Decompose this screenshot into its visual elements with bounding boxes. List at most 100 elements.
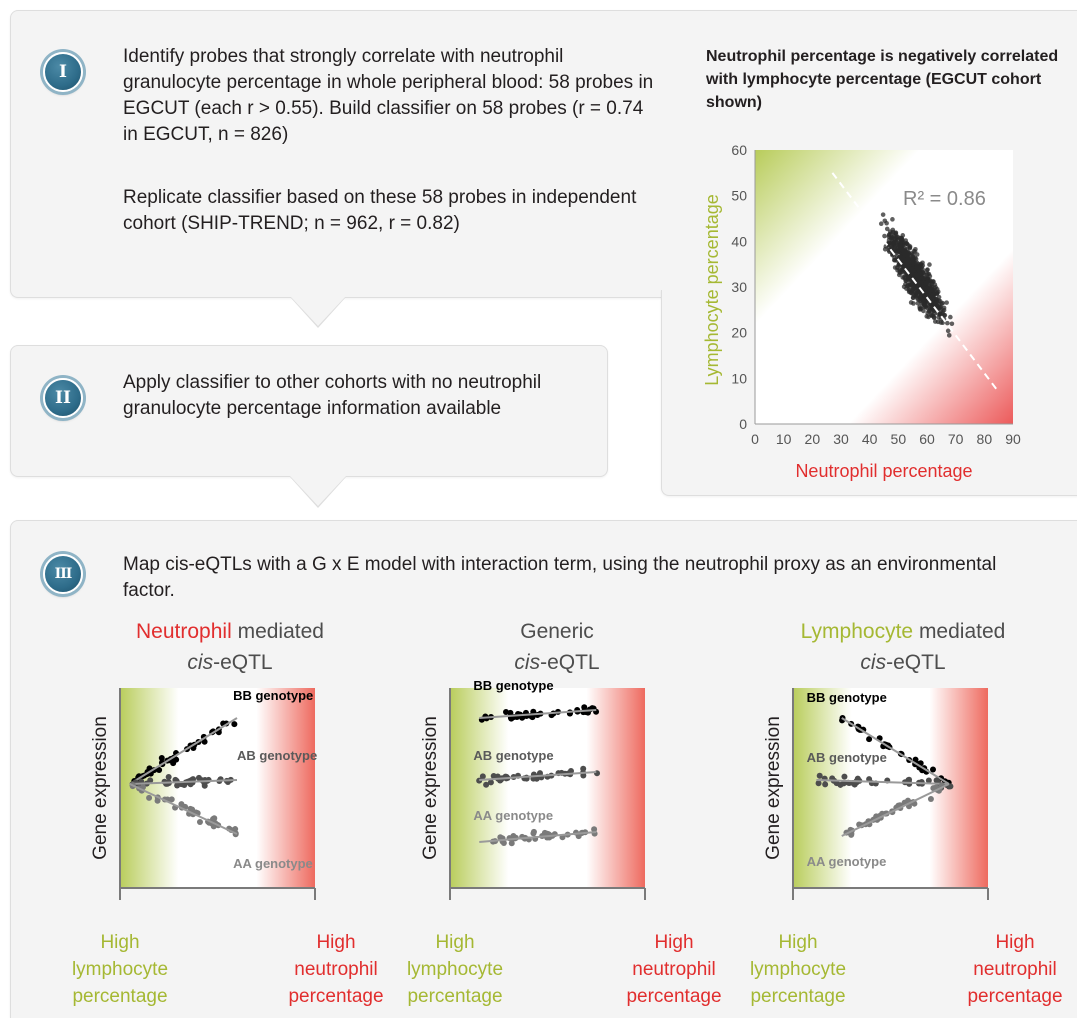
genotype-label: AA genotype: [233, 856, 313, 871]
genotype-point: [591, 826, 598, 833]
genotype-point: [581, 704, 588, 711]
genotype-point: [502, 708, 509, 715]
genotype-trend-line: [479, 709, 597, 719]
scatter-point: [945, 328, 951, 334]
mechanism-title-lymphocyte: Lymphocyte mediated cis-eQTL: [800, 620, 1006, 674]
y-axis-label: Gene expression: [763, 716, 784, 860]
scatter-point: [915, 290, 921, 295]
genotype-trend-line: [841, 717, 950, 785]
scatter-point: [907, 244, 913, 249]
y-axis-label: Gene expression: [90, 716, 111, 860]
genotype-point: [168, 796, 175, 803]
genotype-point: [487, 779, 494, 786]
scatter-point: [930, 305, 935, 310]
genotype-point: [816, 772, 823, 779]
gradient-background: [793, 688, 988, 888]
arrow-down-2-fill: [290, 476, 346, 506]
x-axis-label: Neutrophil percentage: [795, 461, 972, 481]
x-tick-label: 10: [776, 431, 792, 447]
scatter-point: [944, 300, 949, 305]
r-squared-annotation: R² = 0.86: [903, 188, 986, 210]
scatter-point: [925, 306, 930, 311]
scatter-point: [890, 227, 896, 233]
scatter-point: [889, 245, 894, 251]
scatter-point: [938, 308, 944, 313]
genotype-point: [580, 772, 587, 779]
genotype-trend-line: [479, 831, 597, 843]
genotype-trend-line: [129, 783, 238, 835]
y-tick-label: 60: [731, 142, 747, 158]
genotype-label: AA genotype: [473, 808, 553, 823]
scatter-point: [924, 267, 930, 273]
x-tick-label: 20: [805, 431, 821, 447]
scatter-point: [940, 320, 945, 326]
genotype-point: [840, 780, 847, 787]
y-tick-label: 0: [739, 416, 747, 432]
genotype-trend-line: [479, 771, 597, 781]
scatter-point: [921, 271, 926, 276]
lymphocyte-mediated-plot: Gene expression BB genotype AB genotype AA …: [763, 688, 989, 900]
genotype-label: AA genotype: [807, 854, 887, 869]
y-tick-label: 40: [731, 233, 747, 249]
scatter-background: [755, 150, 1013, 424]
scatter-point: [895, 237, 900, 243]
scatter-point: [908, 290, 914, 296]
genotype-point: [154, 797, 161, 804]
axis-end-neutrophil-3: High neutrophil percentage: [967, 932, 1063, 1007]
scatter-point: [945, 320, 950, 326]
axis-end-lymphocyte-1: High lymphocyte percentage: [71, 932, 169, 1007]
x-tick-label: 30: [833, 431, 849, 447]
genotype-point: [930, 766, 937, 773]
step-2-badge: II: [43, 378, 83, 418]
scatter-point: [914, 273, 920, 279]
scatter-point: [892, 265, 898, 270]
genotype-point: [196, 818, 203, 825]
step-3-badge: III: [43, 554, 83, 594]
scatter-point: [936, 301, 942, 307]
step-1-badge: I: [43, 52, 83, 92]
scatter-point: [925, 310, 930, 316]
genotype-point: [147, 777, 154, 784]
scatter-point: [878, 221, 884, 226]
genotype-point: [201, 782, 208, 789]
scatter-point: [949, 321, 955, 327]
genotype-point: [201, 738, 208, 745]
axis-end-lymphocyte-2: High lymphocyte percentage: [406, 932, 504, 1007]
scatter-point: [916, 266, 921, 272]
x-tick-label: 50: [891, 431, 907, 447]
scatter-point: [923, 280, 929, 286]
genotype-point: [529, 714, 536, 721]
scatter-point: [893, 230, 898, 236]
scatter-point: [930, 313, 936, 318]
scatter-point: [932, 301, 937, 307]
scatter-point: [890, 217, 895, 222]
genotype-point: [508, 840, 515, 847]
x-tick-label: 0: [751, 431, 759, 447]
genotype-point: [158, 755, 165, 762]
scatter-point: [927, 278, 933, 283]
scatter-point: [928, 308, 934, 314]
scatter-point: [900, 233, 906, 238]
fit-line: [831, 172, 1000, 393]
generic-eqtl-plot: Gene expression BB genotype AB genotype AA …: [420, 680, 646, 900]
genotype-point: [530, 828, 537, 835]
scatter-point: [927, 289, 932, 294]
y-tick-label: 50: [731, 188, 747, 204]
genotype-point: [925, 777, 932, 784]
scatter-point: [921, 275, 927, 281]
scatter-point: [941, 313, 947, 318]
scatter-point: [932, 319, 938, 324]
genotype-point: [822, 781, 829, 788]
y-axis-label: Gene expression: [420, 716, 441, 860]
genotype-trend-line: [129, 717, 238, 785]
genotype-point: [165, 774, 172, 781]
scatter-point: [913, 246, 918, 252]
scatter-point: [902, 248, 908, 253]
scatter-point: [884, 226, 890, 232]
genotype-label: AB genotype: [237, 748, 317, 763]
x-tick-label: 60: [919, 431, 935, 447]
scatter-point: [910, 268, 916, 273]
mechanism-title-generic: Generic cis-eQTL: [514, 620, 600, 674]
genotype-label: BB genotype: [473, 680, 553, 693]
scatter-point: [884, 220, 889, 226]
